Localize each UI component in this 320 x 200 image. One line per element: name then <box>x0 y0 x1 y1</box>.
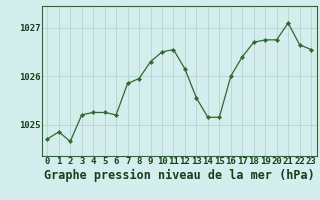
X-axis label: Graphe pression niveau de la mer (hPa): Graphe pression niveau de la mer (hPa) <box>44 169 315 182</box>
